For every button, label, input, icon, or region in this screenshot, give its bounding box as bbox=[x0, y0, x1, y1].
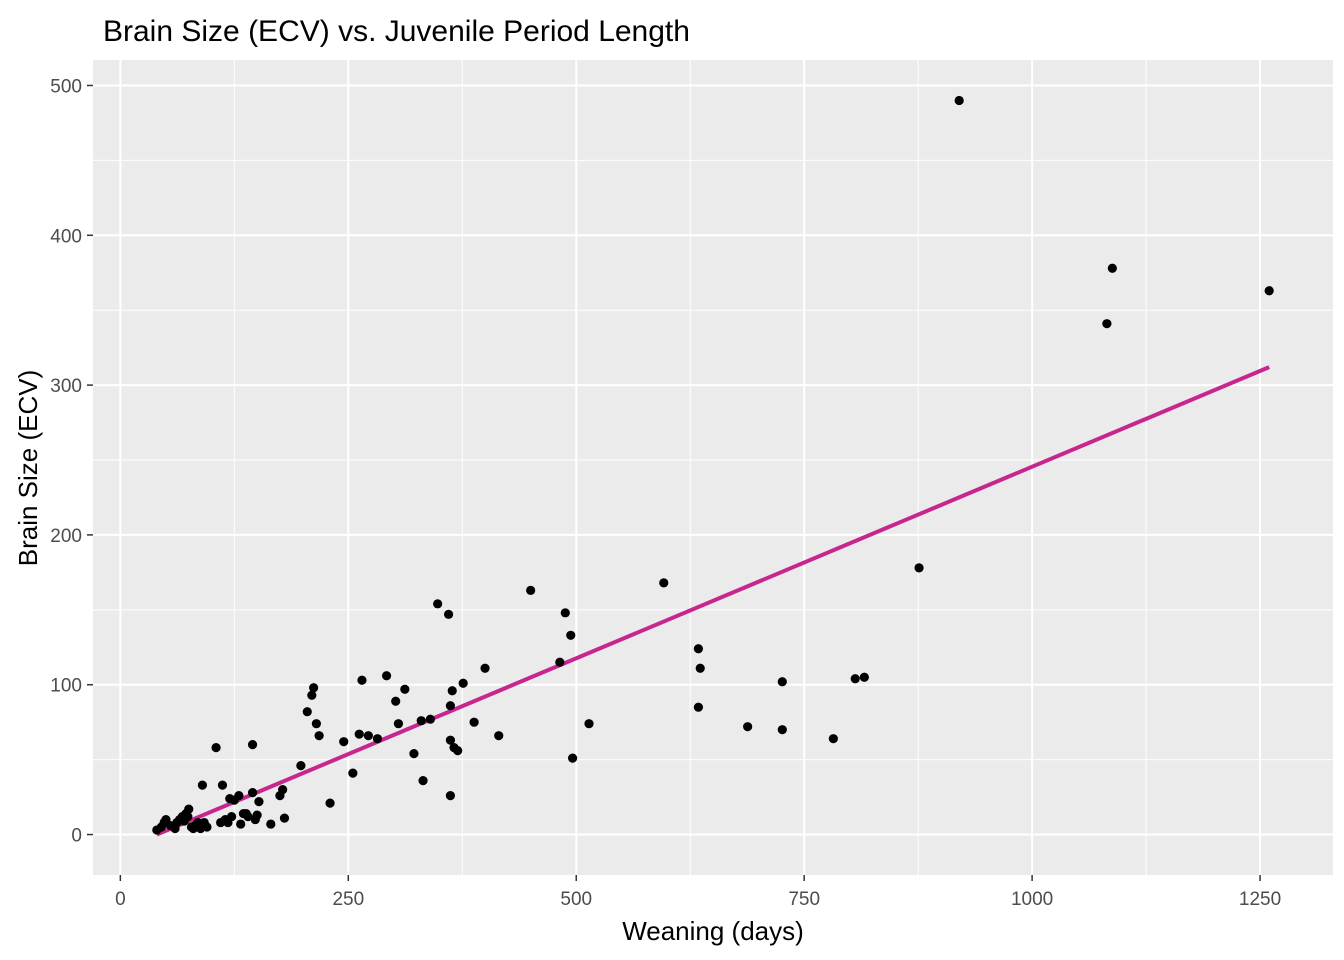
data-point bbox=[584, 719, 594, 729]
data-point bbox=[314, 731, 324, 741]
data-point bbox=[850, 674, 860, 684]
data-point bbox=[1264, 286, 1274, 296]
data-point bbox=[567, 753, 578, 763]
data-point bbox=[381, 671, 392, 681]
data-point bbox=[202, 822, 212, 832]
data-point bbox=[743, 722, 753, 732]
y-tick-label: 500 bbox=[50, 76, 82, 97]
data-point bbox=[560, 608, 570, 618]
trend-line-group bbox=[156, 365, 1270, 837]
data-point bbox=[458, 678, 468, 688]
data-point bbox=[217, 780, 228, 790]
chart-title: Brain Size (ECV) vs. Juvenile Period Len… bbox=[103, 15, 690, 48]
data-point bbox=[325, 798, 335, 808]
x-axis: 0 250 500 750 1000 1250 bbox=[115, 875, 1281, 910]
grid-lines bbox=[93, 60, 1333, 875]
data-point bbox=[372, 734, 383, 744]
x-tick-label: 1250 bbox=[1239, 889, 1281, 910]
data-point bbox=[307, 690, 317, 700]
data-point bbox=[184, 804, 194, 814]
data-point bbox=[425, 714, 435, 724]
x-tick-label: 0 bbox=[115, 889, 126, 910]
x-tick-label: 500 bbox=[560, 889, 592, 910]
data-point bbox=[453, 746, 463, 756]
data-point bbox=[234, 790, 244, 801]
data-point bbox=[266, 819, 276, 829]
data-point bbox=[311, 719, 321, 729]
data-point bbox=[659, 578, 669, 588]
y-axis-title: Brain Size (ECV) bbox=[13, 370, 43, 567]
data-point bbox=[357, 675, 367, 685]
data-point bbox=[391, 696, 401, 706]
y-tick-label: 400 bbox=[50, 226, 82, 247]
data-point bbox=[278, 785, 288, 795]
x-axis-title: Weaning (days) bbox=[622, 916, 804, 946]
data-point bbox=[954, 95, 964, 106]
data-point bbox=[445, 790, 456, 801]
fit-line bbox=[156, 365, 1270, 837]
data-point bbox=[494, 731, 504, 741]
data-point bbox=[354, 729, 364, 739]
data-point bbox=[566, 630, 576, 640]
data-point bbox=[693, 644, 704, 654]
y-tick-label: 200 bbox=[50, 526, 82, 547]
data-point bbox=[409, 749, 419, 759]
data-point bbox=[1102, 319, 1112, 329]
y-tick-label: 300 bbox=[50, 376, 82, 397]
data-point bbox=[400, 684, 410, 694]
data-point bbox=[393, 719, 404, 729]
data-point bbox=[183, 811, 193, 822]
data-point bbox=[339, 737, 349, 747]
data-point bbox=[247, 788, 258, 798]
data-point bbox=[197, 780, 208, 790]
data-point bbox=[828, 734, 838, 744]
data-point bbox=[296, 761, 306, 771]
data-point bbox=[211, 743, 221, 753]
data-point bbox=[279, 813, 290, 823]
data-point bbox=[693, 702, 704, 712]
data-point bbox=[445, 701, 456, 711]
data-point bbox=[695, 663, 705, 673]
data-point bbox=[226, 811, 237, 822]
plot-panel bbox=[93, 60, 1333, 875]
data-point bbox=[480, 663, 490, 673]
data-point bbox=[443, 609, 454, 619]
y-axis: 0 100 200 300 400 500 bbox=[50, 76, 93, 847]
data-point bbox=[243, 811, 253, 822]
data-point bbox=[777, 677, 787, 687]
x-tick-label: 250 bbox=[332, 889, 364, 910]
data-point bbox=[416, 716, 426, 726]
y-tick-label: 0 bbox=[71, 826, 82, 847]
data-point bbox=[309, 683, 319, 693]
data-point bbox=[348, 768, 358, 778]
data-point bbox=[1107, 263, 1117, 273]
data-point bbox=[859, 672, 869, 682]
data-point bbox=[914, 563, 924, 573]
data-point bbox=[777, 725, 787, 735]
data-point bbox=[236, 819, 246, 829]
data-point bbox=[445, 735, 456, 745]
data-point bbox=[302, 707, 312, 717]
data-point bbox=[254, 796, 264, 807]
data-points bbox=[152, 95, 1274, 835]
data-point bbox=[526, 585, 536, 595]
x-tick-label: 750 bbox=[788, 889, 820, 910]
data-point bbox=[433, 599, 443, 609]
y-tick-label: 100 bbox=[50, 676, 82, 697]
data-point bbox=[418, 776, 428, 786]
data-point bbox=[247, 740, 258, 750]
data-point bbox=[469, 717, 479, 727]
data-point bbox=[363, 731, 373, 741]
data-point bbox=[555, 657, 565, 667]
data-point bbox=[252, 810, 262, 820]
data-point bbox=[447, 686, 457, 696]
x-tick-label: 1000 bbox=[1011, 889, 1053, 910]
